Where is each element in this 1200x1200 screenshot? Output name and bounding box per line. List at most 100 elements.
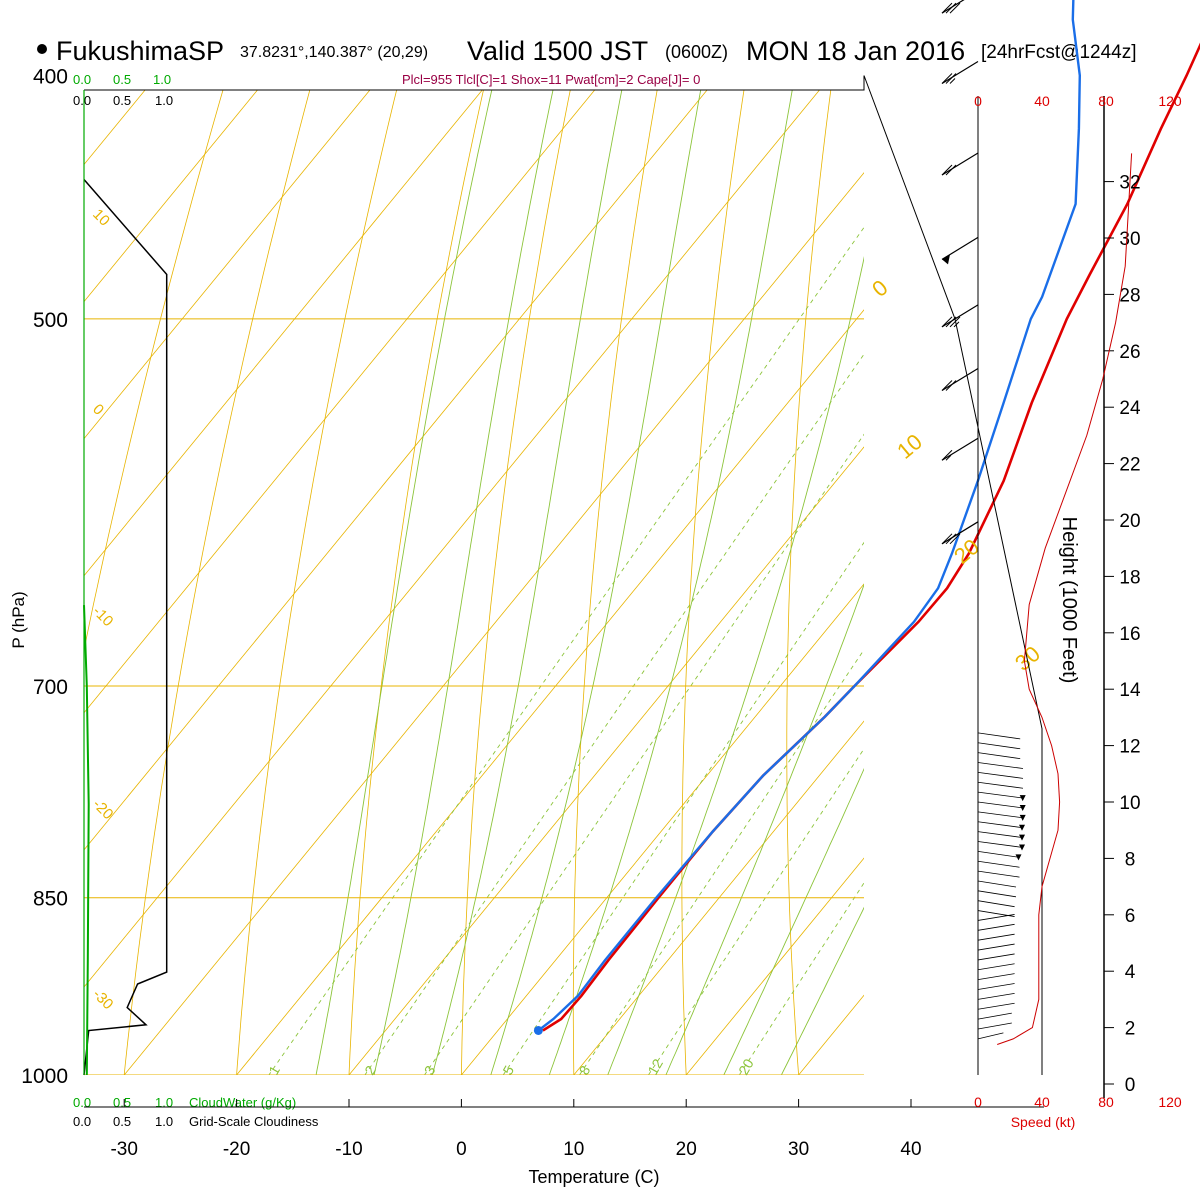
low-level-barb xyxy=(978,964,1015,970)
barb-staff xyxy=(978,753,1020,759)
height-tick-label: 12 xyxy=(1119,737,1140,758)
side-boundary-line xyxy=(864,76,1042,1075)
pressure-tick-label: 850 xyxy=(33,888,68,911)
speed-tick-bottom-label: 40 xyxy=(1034,1094,1050,1110)
low-level-barb xyxy=(978,812,1026,821)
barb-staff xyxy=(978,743,1020,749)
isotherm-line xyxy=(0,90,145,1075)
low-level-barb xyxy=(978,1013,1012,1019)
station-name: FukushimaSP xyxy=(56,36,224,66)
height-tick-label: 2 xyxy=(1125,1019,1136,1040)
cloudiness-scale-top-2: 1.0 xyxy=(155,93,173,108)
side-panel: 0 40 80 1200 40 80 120024681012141618202224262… xyxy=(864,0,1182,1110)
isotherm-line xyxy=(0,90,595,1075)
barb-pennant xyxy=(1019,825,1025,831)
dry-adiabat-line xyxy=(5,0,410,1128)
barb-staff xyxy=(978,772,1023,778)
temperature-profile-line xyxy=(543,0,1200,1030)
barb-staff xyxy=(978,1023,1012,1029)
valid-date: MON 18 Jan 2016 xyxy=(746,36,965,66)
barb-staff xyxy=(978,841,1023,847)
barb-staff xyxy=(978,1003,1015,1009)
axis-layer: 2503004005007008501000-30-20-10010203040… xyxy=(21,0,1045,1160)
barb-staff xyxy=(978,954,1015,960)
height-axis-title: Height (1000 Feet) xyxy=(1058,517,1080,684)
mixing-ratio-line xyxy=(544,76,1200,1129)
barb-staff xyxy=(978,974,1015,980)
station-coords: 37.8231°,140.387° (20,29) xyxy=(240,44,428,61)
isotherm-label: -20 xyxy=(89,796,116,823)
dry-adiabat-line xyxy=(787,0,933,1128)
dry-adiabat-line xyxy=(1174,0,1200,1128)
height-tick-label: 0 xyxy=(1125,1075,1136,1096)
dry-adiabat-line xyxy=(233,0,560,1128)
barb-staff xyxy=(978,881,1016,887)
temp-tick-label: 40 xyxy=(900,1139,921,1160)
speed-tick-top-label: 40 xyxy=(1034,93,1050,109)
low-level-barb xyxy=(978,792,1026,801)
temp-tick-label: -10 xyxy=(335,1139,362,1160)
barb-staff xyxy=(978,1033,1003,1039)
cloudiness-scale-bottom-2: 1.0 xyxy=(155,1114,173,1129)
barb-staff xyxy=(978,763,1023,769)
barb-staff xyxy=(978,984,1015,990)
mixing-ratio-line xyxy=(328,76,1058,1129)
temp-tick-label: 20 xyxy=(676,1139,697,1160)
low-level-barb xyxy=(978,944,1015,950)
wind-barb xyxy=(942,153,978,175)
pressure-tick-label: 400 xyxy=(33,66,68,89)
speed-axis-title: Speed (kt) xyxy=(1011,1114,1076,1130)
height-tick-label: 10 xyxy=(1119,793,1140,814)
speed-tick-top-label: 80 xyxy=(1098,93,1114,109)
temp-tick-label: 10 xyxy=(563,1139,584,1160)
t-axis-title: Temperature (C) xyxy=(528,1167,659,1187)
low-level-barb xyxy=(978,753,1020,759)
wind-barb xyxy=(942,438,978,460)
surface-point-marker xyxy=(534,1026,543,1035)
low-level-barb xyxy=(978,891,1016,897)
low-level-barb xyxy=(978,1003,1015,1009)
low-level-barb xyxy=(978,974,1015,980)
mixing-ratio-line xyxy=(388,76,1112,1129)
low-level-barb xyxy=(978,782,1023,788)
dry-adiabat-line xyxy=(682,0,859,1128)
isotherm-line xyxy=(0,90,370,1075)
isotherm-line xyxy=(461,90,1200,1075)
low-level-barb xyxy=(978,851,1022,860)
height-tick-label: 18 xyxy=(1119,567,1140,588)
barb-staff xyxy=(942,368,978,390)
p-axis-title: P (hPa) xyxy=(9,591,28,648)
barb-staff xyxy=(978,812,1024,818)
height-tick-label: 16 xyxy=(1119,624,1140,645)
barb-staff xyxy=(942,305,978,327)
temp-tick-label: 30 xyxy=(788,1139,809,1160)
low-level-barb xyxy=(978,871,1020,877)
cloudiness-scale-bottom-0: 0.0 xyxy=(73,1114,91,1129)
low-level-barb xyxy=(978,881,1016,887)
barb-pennant xyxy=(1020,795,1026,801)
low-level-barb xyxy=(978,1033,1003,1039)
speed-tick-bottom-label: 0 xyxy=(974,1094,982,1110)
height-tick-label: 26 xyxy=(1119,342,1140,363)
pressure-tick-label: 500 xyxy=(33,309,68,332)
skewt-chart: FukushimaSP 37.8231°,140.387° (20,29) Va… xyxy=(0,0,1200,1200)
isotherm-label: 0 xyxy=(89,401,107,419)
barb-staff xyxy=(978,792,1024,798)
cloudiness-scale-bottom-1: 0.5 xyxy=(113,1114,131,1129)
barb-staff xyxy=(978,822,1023,828)
barb-staff xyxy=(942,438,978,460)
cloudwater-scale-bottom-0: 0.0 xyxy=(73,1095,91,1110)
low-level-barb xyxy=(978,954,1015,960)
height-tick-label: 28 xyxy=(1119,285,1140,306)
speed-tick-bottom-label: 80 xyxy=(1098,1094,1114,1110)
height-tick-label: 4 xyxy=(1125,962,1136,983)
isotherm-line xyxy=(911,90,1200,1075)
height-tick-label: 8 xyxy=(1125,849,1136,870)
isotherm-line xyxy=(0,90,258,1075)
speed-tick-bottom-label: 120 xyxy=(1158,1094,1182,1110)
dry-adiabat-label: 10 xyxy=(892,429,927,464)
barb-pennant xyxy=(1019,835,1025,841)
isotherm-line xyxy=(12,90,820,1075)
barb-staff xyxy=(978,924,1015,930)
valid-time: Valid 1500 JST xyxy=(467,36,648,66)
